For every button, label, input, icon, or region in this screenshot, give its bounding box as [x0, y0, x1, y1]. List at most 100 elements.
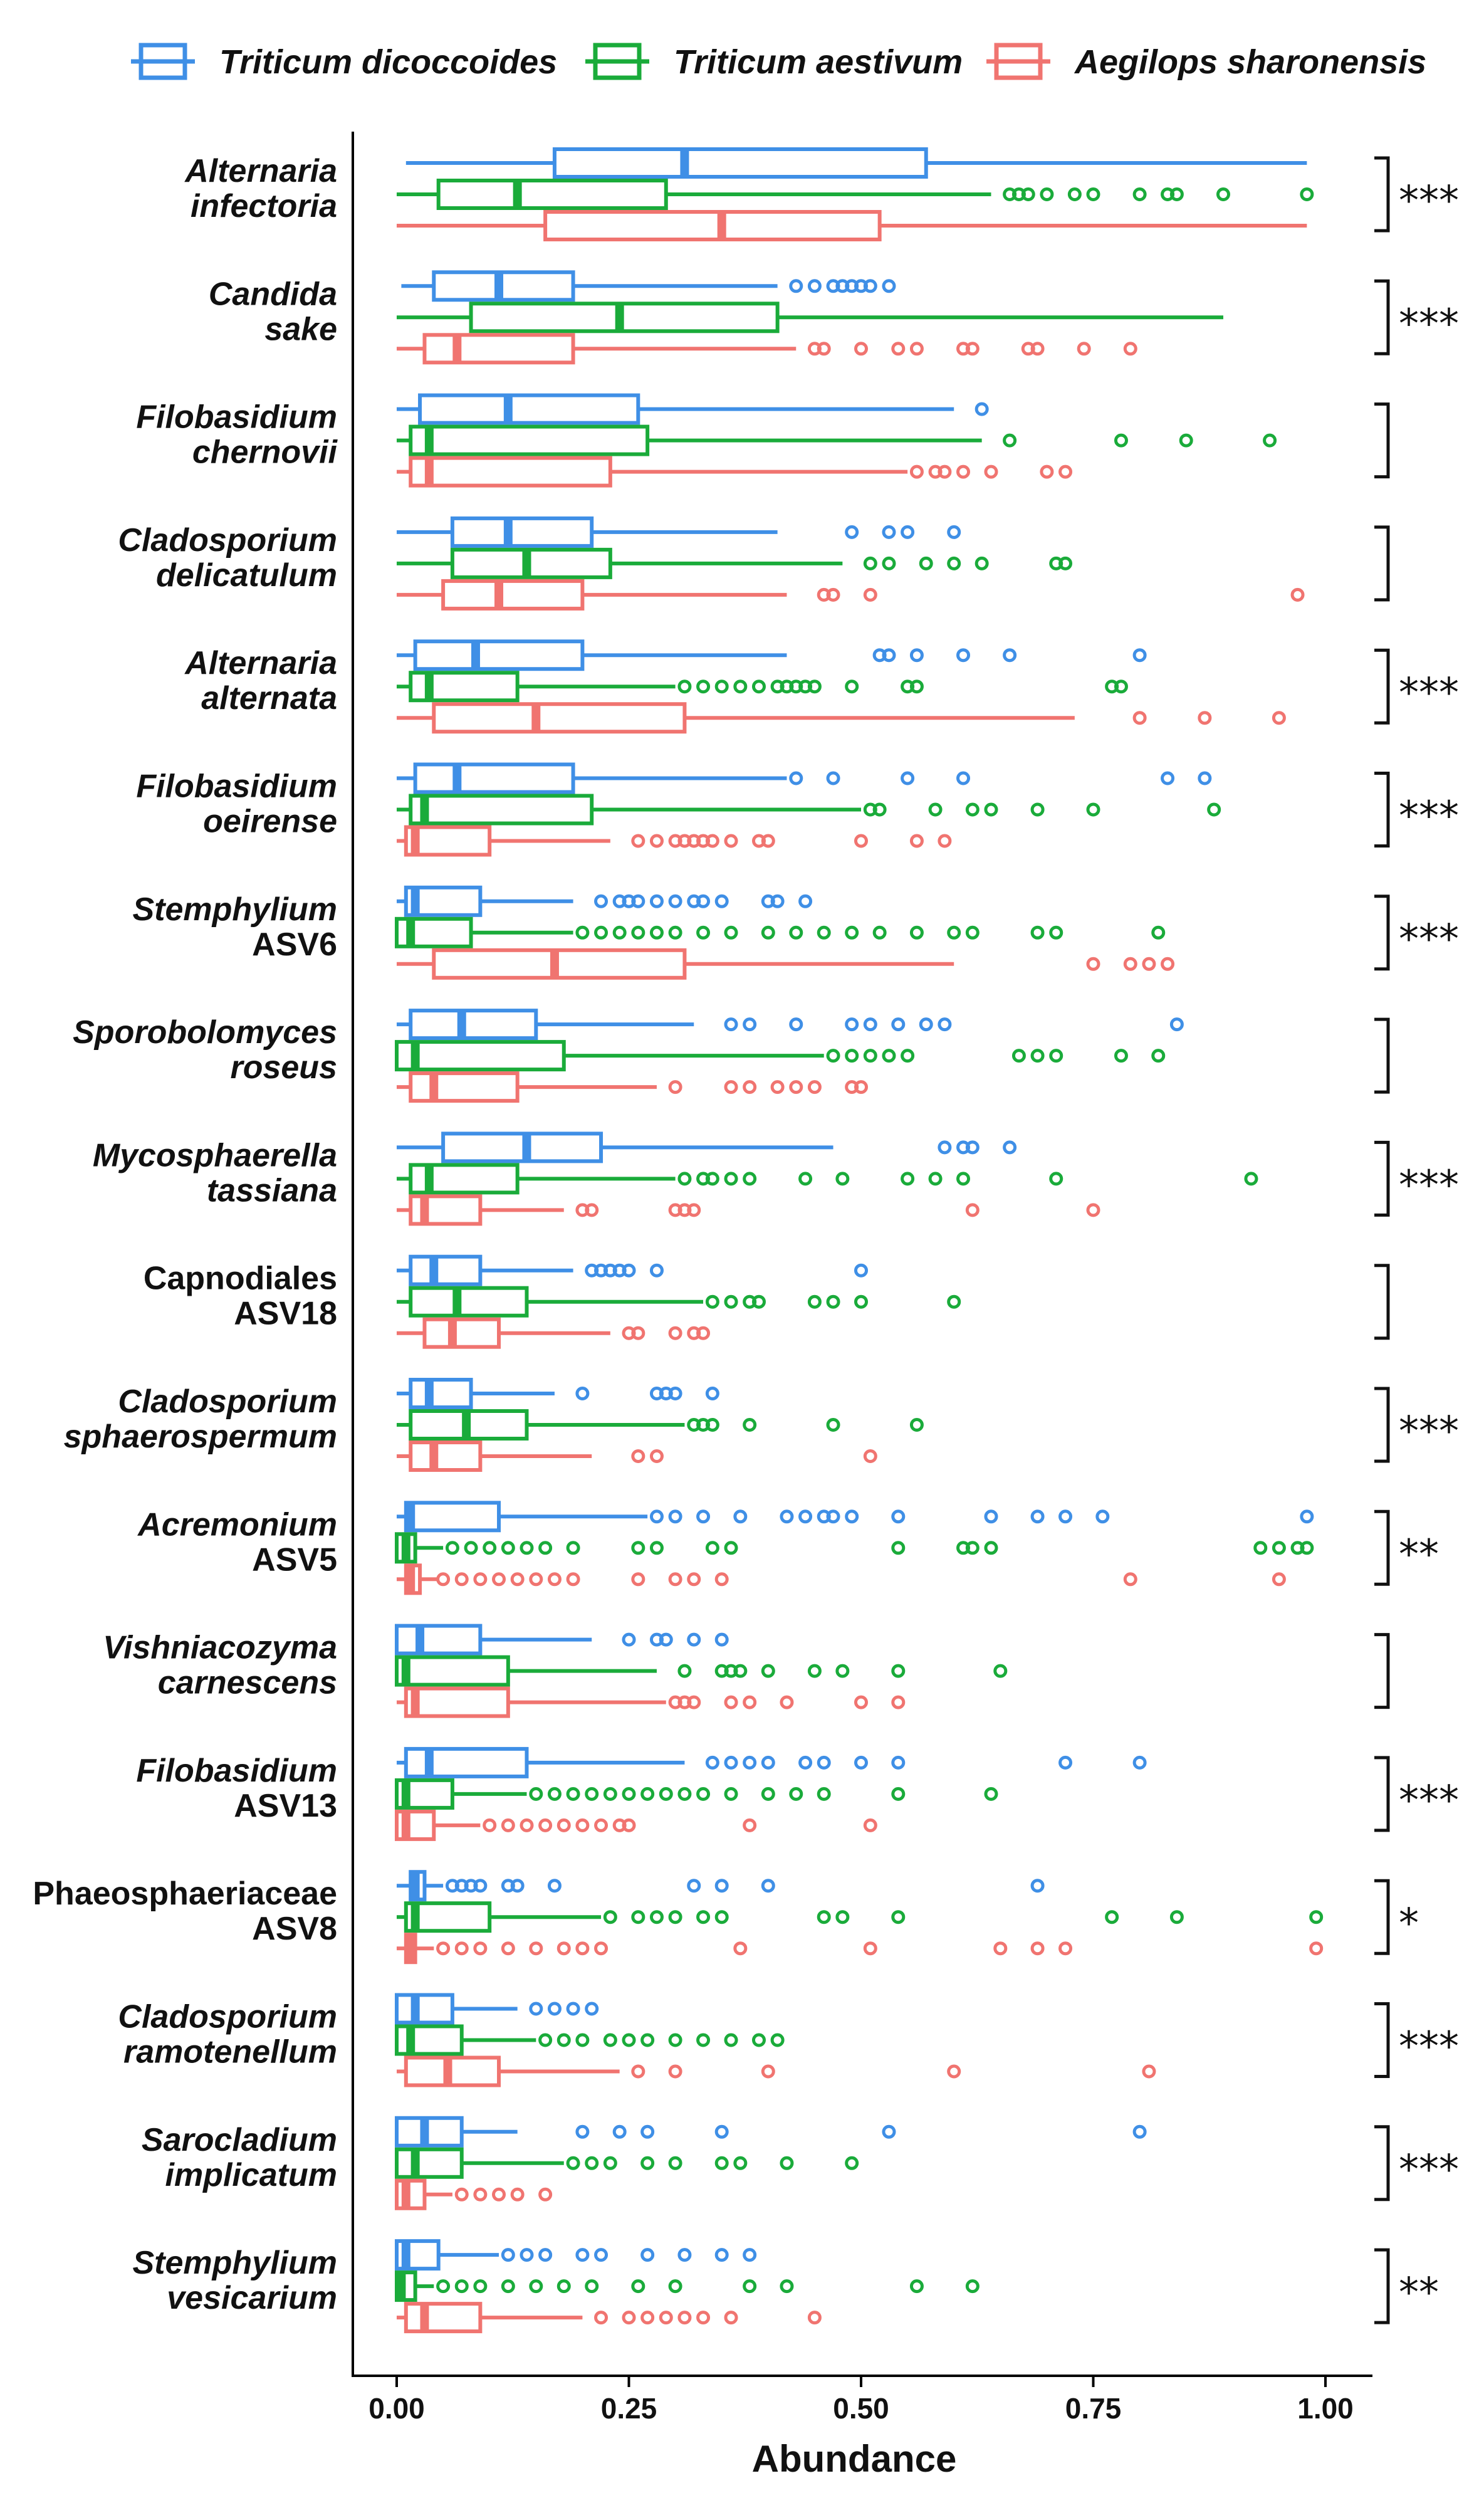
boxplot-triticum-dicoccoides — [397, 885, 813, 917]
outlier-point — [909, 2279, 924, 2294]
significance-bracket — [1374, 1140, 1390, 1217]
box — [432, 948, 687, 980]
legend-label: Triticum dicoccoides — [219, 43, 557, 81]
outlier-point — [668, 2156, 682, 2170]
significance-bracket — [1374, 1264, 1390, 1340]
outlier-point — [677, 1664, 692, 1678]
outlier-point — [826, 1509, 840, 1524]
outlier-point — [1151, 1049, 1166, 1063]
outlier-point — [538, 2248, 553, 2262]
outlier-point — [1058, 464, 1073, 479]
category-label: Alternaria — [184, 153, 337, 189]
outlier-point — [863, 1017, 877, 1032]
category-label: ASV18 — [234, 1296, 337, 1332]
outlier-point — [891, 1017, 906, 1032]
outlier-point — [724, 1787, 738, 1801]
outlier-point — [854, 1695, 868, 1709]
boxplot-aegilops-sharonensis — [397, 1686, 906, 1718]
group-sporobolomyces-roseus — [395, 1009, 1184, 1103]
outlier-point — [984, 802, 998, 817]
outlier-point — [1086, 957, 1100, 971]
box — [409, 794, 594, 826]
outlier-point — [1049, 925, 1063, 940]
outlier-point — [473, 1879, 488, 1893]
outlier-point — [1049, 1049, 1063, 1063]
outlier-point — [826, 771, 840, 785]
outlier-point — [492, 2187, 506, 2202]
outlier-point — [854, 1755, 868, 1770]
outlier-point — [891, 1910, 906, 1924]
outlier-point — [1132, 648, 1147, 663]
outlier-point — [854, 1263, 868, 1278]
outlier-point — [538, 2187, 553, 2202]
outlier-point — [909, 925, 924, 940]
outlier-point — [1095, 1509, 1110, 1524]
boxplot-triticum-aestivum — [395, 916, 1166, 948]
outlier-point — [1021, 187, 1035, 201]
significance-label: *** — [1399, 1778, 1459, 1824]
outlier-point — [631, 2064, 645, 2079]
boxplot-triticum-aestivum — [397, 1286, 961, 1318]
outlier-point — [956, 771, 971, 785]
outlier-point — [547, 2002, 562, 2016]
outlier-point — [1003, 648, 1017, 663]
boxplot-aegilops-sharonensis — [397, 579, 1305, 611]
boxplot-triticum-aestivum — [395, 2024, 785, 2056]
outlier-point — [1142, 957, 1156, 971]
outlier-point — [714, 1879, 729, 1893]
outlier-point — [622, 1787, 636, 1801]
boxplot-triticum-aestivum — [397, 179, 1314, 210]
outlier-point — [631, 1541, 645, 1555]
significance-bracket — [1374, 1387, 1390, 1463]
outlier-point — [993, 1664, 1008, 1678]
outlier-point — [696, 1787, 711, 1801]
outlier-point — [891, 1664, 906, 1678]
boxplot-aegilops-sharonensis — [395, 1809, 877, 1841]
outlier-point — [751, 2033, 766, 2047]
outlier-point — [965, 1541, 980, 1555]
outlier-point — [705, 834, 719, 848]
outlier-point — [817, 1910, 831, 1924]
box — [409, 1286, 529, 1318]
outlier-point — [1272, 711, 1286, 725]
outlier-point — [622, 1818, 636, 1832]
outlier-point — [668, 1387, 682, 1400]
outlier-point — [724, 1172, 738, 1186]
significance-label: *** — [1399, 1409, 1459, 1455]
significance-bracket — [1374, 772, 1390, 848]
outlier-point — [724, 1017, 738, 1032]
outlier-point — [668, 925, 682, 940]
outlier-point — [984, 1541, 998, 1555]
x-tick-label: 0.50 — [833, 2392, 889, 2425]
outlier-point — [631, 834, 645, 848]
box — [441, 1131, 604, 1163]
outlier-point — [649, 925, 664, 940]
outlier-point — [594, 894, 609, 908]
box — [404, 1686, 510, 1718]
outlier-point — [659, 1787, 673, 1801]
outlier-point — [733, 1509, 748, 1524]
outlier-point — [1309, 1910, 1324, 1924]
significance-bracket — [1374, 402, 1390, 479]
boxplot-aegilops-sharonensis — [397, 948, 1175, 980]
box — [552, 147, 928, 179]
box — [432, 270, 575, 302]
boxplot-triticum-aestivum — [395, 1532, 1314, 1564]
boxplot-triticum-dicoccoides — [397, 1131, 1017, 1163]
outlier-point — [743, 1695, 757, 1709]
box — [395, 1624, 483, 1656]
box — [422, 333, 575, 365]
significance-bracket — [1374, 1509, 1390, 1586]
outlier-point — [863, 1818, 877, 1832]
box — [395, 916, 473, 948]
outlier-point — [436, 2279, 451, 2294]
box — [422, 1317, 501, 1349]
outlier-point — [538, 2033, 553, 2047]
outlier-point — [724, 1541, 738, 1555]
boxplot-triticum-aestivum — [395, 2147, 859, 2179]
outlier-point — [556, 2279, 571, 2294]
outlier-point — [575, 1941, 590, 1956]
significance-bracket — [1374, 525, 1390, 602]
x-tick-label: 0.25 — [601, 2392, 657, 2425]
